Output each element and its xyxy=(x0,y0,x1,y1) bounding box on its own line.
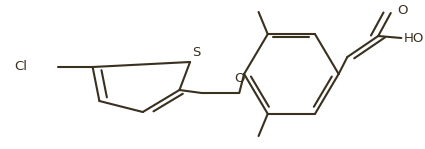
Text: S: S xyxy=(192,46,200,59)
Text: HO: HO xyxy=(403,31,424,45)
Text: Cl: Cl xyxy=(14,60,27,73)
Text: O: O xyxy=(234,72,244,85)
Text: O: O xyxy=(397,3,408,17)
